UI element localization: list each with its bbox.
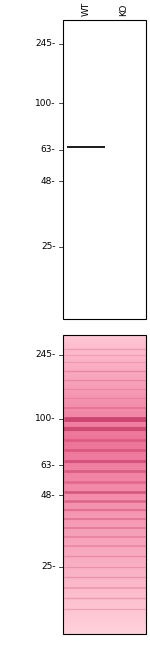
Text: 100-: 100- xyxy=(35,99,56,108)
Text: 245-: 245- xyxy=(35,39,56,48)
Text: 63-: 63- xyxy=(41,145,56,154)
Text: 63-: 63- xyxy=(41,461,56,470)
Text: 100-: 100- xyxy=(35,415,56,423)
Text: KO: KO xyxy=(119,4,128,16)
Text: 48-: 48- xyxy=(41,177,56,186)
Text: 25-: 25- xyxy=(41,242,56,252)
Bar xyxy=(63,20,146,319)
Text: 245-: 245- xyxy=(35,350,56,359)
Text: WT: WT xyxy=(82,2,91,16)
Bar xyxy=(63,335,146,634)
Text: 25-: 25- xyxy=(41,562,56,571)
Text: 48-: 48- xyxy=(41,491,56,499)
